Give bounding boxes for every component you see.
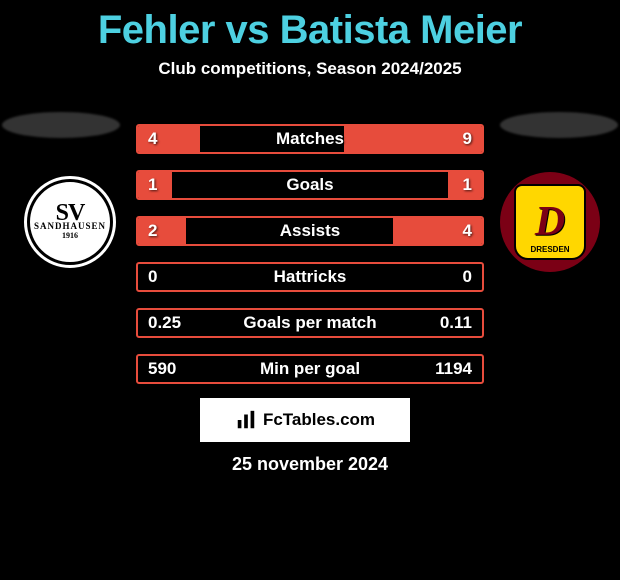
stat-row: 11Goals bbox=[136, 170, 484, 200]
stat-label: Goals per match bbox=[138, 313, 482, 333]
stat-row: 00Hattricks bbox=[136, 262, 484, 292]
team-left-logo-name: SANDHAUSEN bbox=[34, 221, 106, 231]
stat-label: Matches bbox=[138, 129, 482, 149]
logo-shadow-left bbox=[2, 112, 120, 138]
attribution-badge: FcTables.com bbox=[200, 398, 410, 442]
team-left-logo: SV SANDHAUSEN 1916 bbox=[20, 172, 120, 272]
stat-row: 5901194Min per goal bbox=[136, 354, 484, 384]
subtitle: Club competitions, Season 2024/2025 bbox=[0, 59, 620, 79]
attribution-text: FcTables.com bbox=[263, 410, 375, 430]
stat-row: 24Assists bbox=[136, 216, 484, 246]
stat-label: Goals bbox=[138, 175, 482, 195]
logo-shadow-right bbox=[500, 112, 618, 138]
team-left-logo-year: 1916 bbox=[62, 231, 78, 240]
team-right-logo: D DRESDEN bbox=[500, 172, 600, 272]
stat-label: Assists bbox=[138, 221, 482, 241]
page-title: Fehler vs Batista Meier bbox=[0, 0, 620, 53]
chart-icon bbox=[235, 409, 257, 431]
stat-label: Hattricks bbox=[138, 267, 482, 287]
team-right-logo-letter: D bbox=[535, 201, 565, 243]
stat-row: 49Matches bbox=[136, 124, 484, 154]
stat-row: 0.250.11Goals per match bbox=[136, 308, 484, 338]
stat-label: Min per goal bbox=[138, 359, 482, 379]
stats-bars: 49Matches 11Goals 24Assists 00Hattricks 0.25… bbox=[136, 124, 484, 400]
date-label: 25 november 2024 bbox=[0, 454, 620, 475]
team-right-logo-city: DRESDEN bbox=[528, 245, 571, 254]
